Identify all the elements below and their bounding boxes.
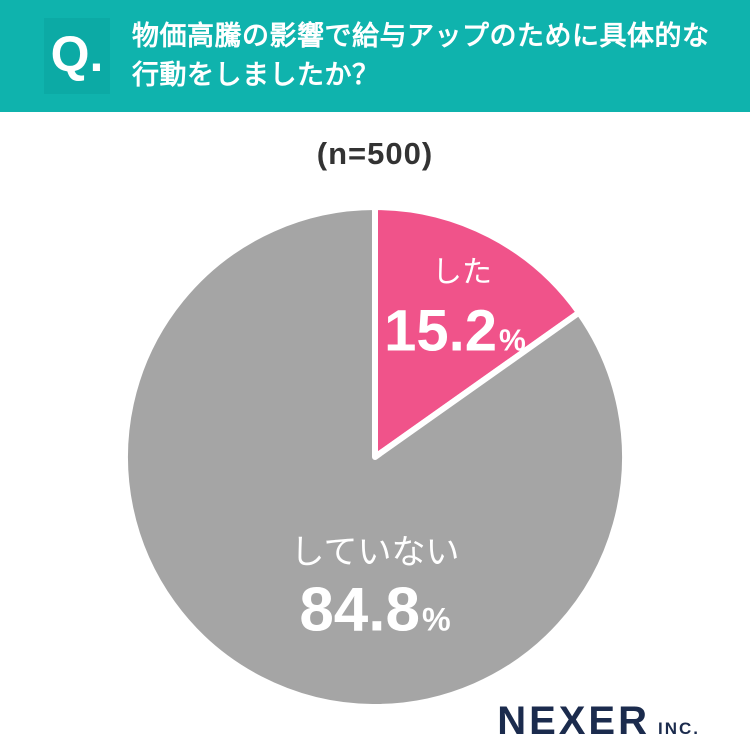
slice-value-number: 84.8 [299, 575, 420, 645]
slice-label-shita: した [432, 256, 492, 289]
slice-value-shiteinai: 84.8% [299, 575, 450, 646]
slice-label-shiteinai: していない [290, 533, 460, 572]
q-label: Q. [50, 26, 104, 82]
slice-value-shita: 15.2% [384, 298, 526, 365]
percent-sign: % [422, 601, 451, 638]
slice-value-number: 15.2 [384, 298, 498, 364]
pie-svg [122, 204, 628, 710]
question-line-1: 物価高騰の影響で給与アップのために具体的な [132, 20, 710, 51]
logo-suffix: INC. [658, 719, 700, 738]
question-banner: Q. 物価高騰の影響で給与アップのために具体的な 行動をしましたか？ [0, 0, 750, 112]
percent-sign: % [499, 324, 526, 358]
logo-text: NEXER [497, 699, 650, 743]
q-icon: Q. [44, 18, 110, 94]
sample-size-label: (n=500) [316, 136, 434, 171]
company-logo: NEXER INC. [497, 699, 700, 744]
question-text: 物価高騰の影響で給与アップのために具体的な 行動をしましたか？ [132, 17, 710, 95]
pie-slice-0 [372, 204, 583, 460]
pie-chart: した 15.2% していない 84.8% [115, 197, 635, 717]
question-line-2: 行動をしましたか？ [132, 60, 380, 90]
pie-slice-1 [122, 204, 628, 710]
